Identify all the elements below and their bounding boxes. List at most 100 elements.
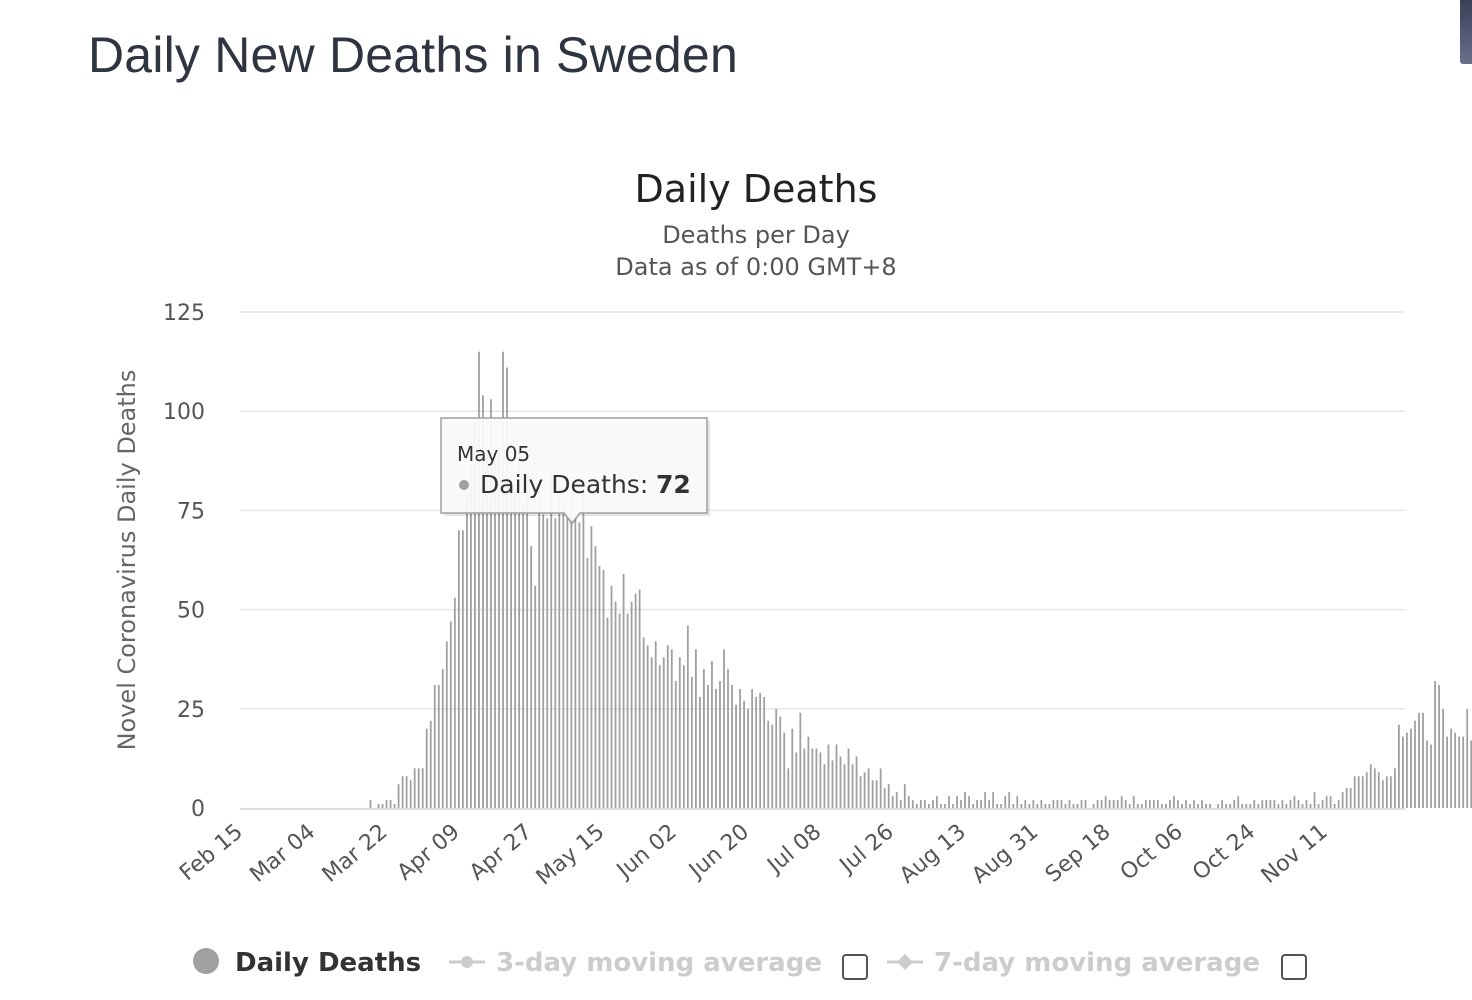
bar[interactable]: [1108, 800, 1111, 808]
bar[interactable]: [763, 696, 766, 808]
bar[interactable]: [903, 784, 906, 808]
bar[interactable]: [731, 684, 733, 808]
bar[interactable]: [490, 399, 492, 808]
bar[interactable]: [1317, 804, 1320, 808]
bar[interactable]: [686, 625, 689, 808]
bar[interactable]: [944, 804, 946, 808]
bar[interactable]: [783, 732, 786, 808]
bar-series[interactable]: [369, 351, 1472, 808]
bar[interactable]: [743, 700, 745, 808]
bar[interactable]: [747, 708, 749, 808]
bar[interactable]: [739, 688, 741, 808]
bar[interactable]: [879, 768, 882, 808]
bar[interactable]: [1305, 800, 1308, 808]
bar[interactable]: [393, 804, 396, 808]
legend-item-3-day-average[interactable]: 3-day moving average: [449, 948, 868, 980]
bar[interactable]: [940, 804, 942, 808]
bar[interactable]: [715, 688, 717, 808]
bar[interactable]: [775, 708, 778, 808]
bar[interactable]: [1048, 804, 1051, 808]
bar[interactable]: [1092, 804, 1095, 808]
bar[interactable]: [831, 760, 834, 808]
bar[interactable]: [1173, 796, 1175, 808]
bar[interactable]: [1068, 800, 1071, 808]
bar[interactable]: [1185, 800, 1187, 808]
bar[interactable]: [859, 776, 862, 808]
bar[interactable]: [1116, 800, 1119, 808]
bar[interactable]: [590, 526, 593, 808]
bar[interactable]: [1434, 681, 1436, 808]
bar[interactable]: [1373, 768, 1376, 808]
bar[interactable]: [839, 756, 842, 808]
bar[interactable]: [911, 800, 914, 808]
bar[interactable]: [895, 792, 898, 808]
bar[interactable]: [1381, 780, 1384, 808]
legend-item-7-day-average[interactable]: 7-day moving average: [887, 948, 1307, 980]
bar[interactable]: [385, 800, 388, 808]
bar[interactable]: [1257, 804, 1260, 808]
bar[interactable]: [1462, 736, 1465, 808]
bar[interactable]: [807, 736, 810, 808]
bar[interactable]: [1333, 804, 1336, 808]
bar[interactable]: [474, 423, 476, 808]
bar[interactable]: [936, 796, 938, 808]
bar[interactable]: [1124, 800, 1127, 808]
bar[interactable]: [847, 748, 850, 808]
bar[interactable]: [674, 681, 677, 808]
bar[interactable]: [1152, 800, 1155, 808]
bar[interactable]: [755, 696, 758, 808]
bar[interactable]: [1426, 740, 1428, 808]
bar[interactable]: [795, 752, 798, 808]
bar[interactable]: [1036, 804, 1039, 808]
bar[interactable]: [851, 764, 854, 808]
bar[interactable]: [1217, 804, 1220, 808]
bar[interactable]: [594, 546, 597, 808]
bar[interactable]: [1253, 800, 1256, 808]
bar[interactable]: [1136, 804, 1139, 808]
bar[interactable]: [827, 744, 830, 808]
bar[interactable]: [1470, 740, 1472, 808]
bar[interactable]: [397, 784, 400, 808]
bar[interactable]: [470, 466, 472, 808]
bar[interactable]: [562, 506, 565, 808]
bar[interactable]: [654, 641, 657, 808]
bar[interactable]: [630, 601, 633, 808]
bar[interactable]: [1442, 708, 1444, 808]
bar[interactable]: [1277, 804, 1280, 808]
bar[interactable]: [1024, 800, 1027, 808]
bar[interactable]: [678, 657, 681, 808]
bar[interactable]: [453, 597, 456, 808]
bar[interactable]: [815, 748, 818, 808]
bar[interactable]: [972, 804, 974, 808]
bar[interactable]: [723, 649, 725, 808]
bar[interactable]: [530, 546, 533, 808]
bar[interactable]: [413, 768, 416, 808]
bar[interactable]: [586, 558, 589, 808]
bar[interactable]: [437, 684, 440, 808]
bar[interactable]: [377, 804, 380, 808]
bar[interactable]: [1237, 796, 1240, 808]
bar[interactable]: [980, 800, 982, 808]
bar[interactable]: [1353, 776, 1356, 808]
bar[interactable]: [1076, 804, 1079, 808]
bar[interactable]: [1289, 800, 1292, 808]
bar[interactable]: [1325, 796, 1328, 808]
bar[interactable]: [598, 565, 601, 808]
bar[interactable]: [1016, 796, 1019, 808]
bar[interactable]: [711, 661, 713, 808]
bar[interactable]: [457, 530, 460, 808]
bar[interactable]: [1008, 792, 1011, 808]
legend-checkbox-7-day[interactable]: [1281, 954, 1307, 980]
bar[interactable]: [952, 804, 954, 808]
bar[interactable]: [1321, 800, 1324, 808]
bar[interactable]: [610, 585, 613, 808]
bar[interactable]: [1032, 800, 1035, 808]
bar[interactable]: [923, 800, 926, 808]
bar[interactable]: [1052, 800, 1055, 808]
bar[interactable]: [670, 649, 673, 808]
bar[interactable]: [425, 728, 428, 808]
bar[interactable]: [1144, 800, 1147, 808]
bar[interactable]: [1458, 736, 1461, 808]
bar[interactable]: [1313, 792, 1316, 808]
bar[interactable]: [1193, 800, 1195, 808]
